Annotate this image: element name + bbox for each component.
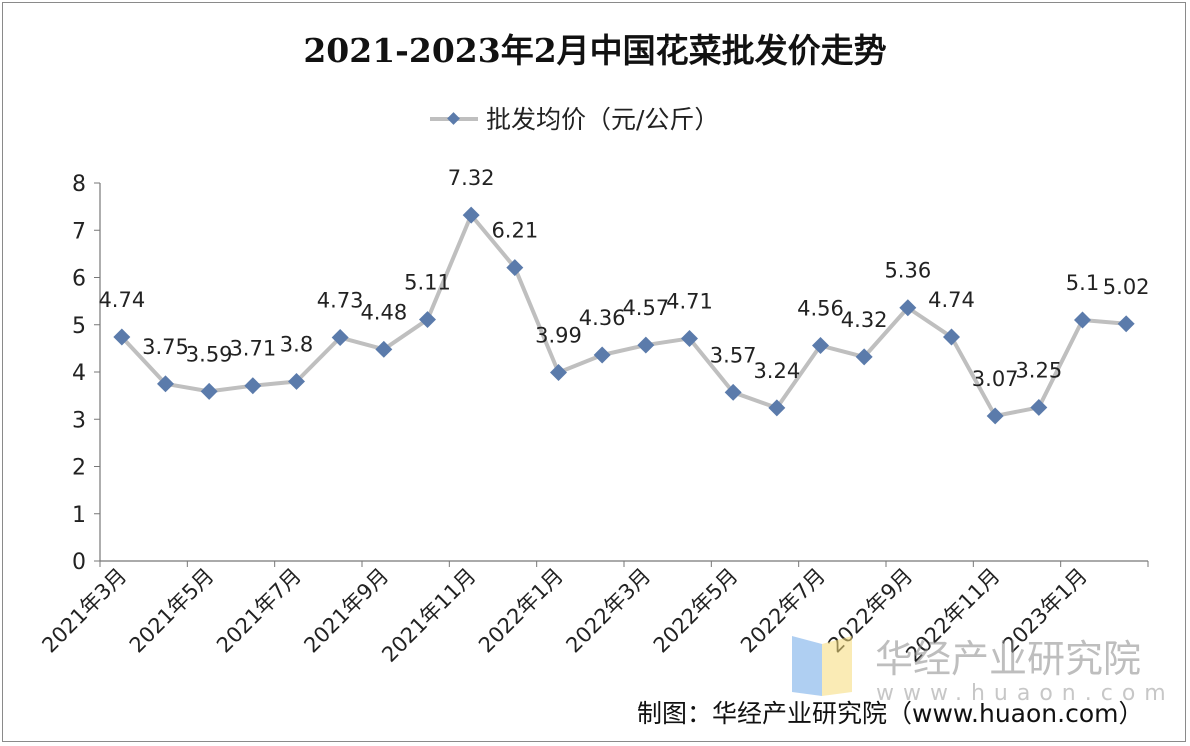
data-label: 3.8: [280, 332, 313, 356]
data-point: [1117, 315, 1135, 333]
data-label: 5.02: [1103, 275, 1150, 299]
legend: 批发均价（元/公斤）: [430, 105, 719, 134]
data-label: 6.21: [491, 219, 538, 243]
x-tick-label: 2021年3月: [37, 564, 131, 658]
data-point: [462, 206, 480, 224]
data-label: 5.11: [404, 271, 451, 295]
watermark: 华经产业研究院 www.huaon.com: [792, 636, 1175, 706]
data-label: 3.59: [186, 342, 233, 366]
data-point: [812, 337, 829, 355]
x-tick-label: 2021年9月: [299, 564, 393, 658]
data-point: [200, 382, 218, 400]
data-label: 4.56: [797, 297, 844, 321]
y-tick-label: 4: [72, 361, 86, 386]
data-label: 7.32: [448, 166, 495, 190]
watermark-logo-yellow: [822, 636, 852, 696]
data-label: 4.73: [317, 289, 364, 313]
data-label: 4.32: [841, 308, 888, 332]
data-label: 4.74: [928, 288, 975, 312]
y-tick-label: 3: [72, 408, 86, 433]
data-point: [593, 346, 611, 364]
x-tick-label: 2022年5月: [649, 564, 743, 658]
data-label: 4.74: [98, 288, 145, 312]
data-point: [724, 383, 742, 401]
y-tick-label: 5: [72, 314, 86, 339]
x-tick-label: 2022年1月: [474, 564, 568, 658]
watermark-logo-blue: [792, 636, 822, 696]
data-label: 3.99: [535, 323, 582, 347]
data-point: [375, 340, 393, 358]
data-point: [1074, 311, 1091, 329]
y-tick-label: 6: [72, 267, 86, 292]
data-label: 3.07: [972, 367, 1019, 391]
data-label: 5.36: [884, 259, 931, 283]
legend-marker: [447, 112, 460, 125]
data-label: 4.36: [579, 306, 626, 330]
data-point: [855, 348, 873, 366]
data-label: 3.75: [142, 335, 189, 359]
data-point: [637, 336, 655, 354]
data-point: [681, 329, 698, 347]
y-tick-label: 7: [72, 219, 86, 244]
y-tick-label: 1: [72, 503, 86, 528]
chart-title: 2021-2023年2月中国花菜批发价走势: [303, 31, 886, 70]
legend-label: 批发均价（元/公斤）: [486, 105, 719, 134]
data-point: [899, 299, 917, 317]
source-note: 制图：华经产业研究院（www.huaon.com）: [637, 699, 1143, 728]
data-label: 3.71: [229, 337, 276, 361]
data-point: [768, 399, 786, 417]
data-point: [419, 311, 436, 329]
data-point: [113, 328, 131, 346]
data-point: [331, 329, 349, 346]
data-label: 3.25: [1015, 358, 1062, 382]
y-tick-label: 0: [72, 550, 86, 575]
data-label: 4.71: [666, 289, 713, 313]
y-tick-label: 8: [72, 172, 86, 197]
data-point: [943, 328, 960, 346]
data-point: [986, 407, 1004, 425]
watermark-url: www.huaon.com: [876, 681, 1175, 706]
data-point: [244, 377, 262, 395]
x-tick-label: 2022年3月: [561, 564, 655, 658]
watermark-name: 华经产业研究院: [875, 637, 1141, 681]
data-point: [550, 363, 567, 381]
data-label: 3.24: [753, 359, 800, 383]
data-point: [157, 375, 174, 393]
data-label: 5.1: [1066, 271, 1099, 295]
y-tick-label: 2: [72, 456, 86, 481]
data-label: 4.57: [622, 296, 669, 320]
x-tick-label: 2021年7月: [212, 564, 306, 658]
x-tick-label: 2021年11月: [377, 564, 480, 667]
data-point: [288, 372, 305, 390]
data-label: 3.57: [710, 343, 757, 367]
data-point: [506, 259, 524, 277]
x-tick-label: 2021年5月: [125, 564, 219, 658]
data-point: [1030, 398, 1048, 416]
data-label: 4.48: [360, 300, 407, 324]
